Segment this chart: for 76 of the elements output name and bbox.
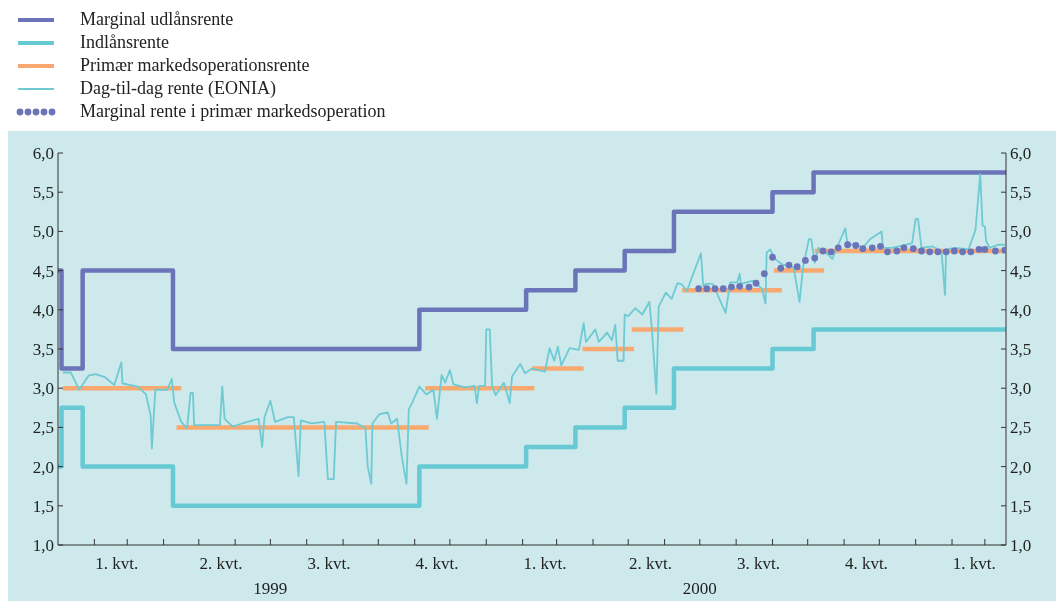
y-tick-label: 1,5	[32, 496, 54, 516]
point	[719, 285, 727, 293]
y2-tick-label: 2,5	[1010, 418, 1032, 438]
point	[728, 283, 735, 291]
point	[900, 244, 908, 252]
y2-tick-label: 3,5	[1010, 340, 1032, 359]
point	[752, 279, 760, 287]
y-tick-label: 3,5	[32, 340, 54, 359]
point	[992, 247, 999, 255]
legend-label: Marginal rente i primær markedsoperation	[80, 101, 386, 122]
point	[852, 242, 860, 249]
x-tick-label: 1. kvt.	[952, 554, 996, 573]
point	[942, 248, 950, 256]
point	[703, 285, 711, 293]
y-tick-label: 4,5	[32, 261, 54, 281]
point	[695, 285, 702, 293]
y2-tick-label: 1,5	[1010, 496, 1032, 516]
x-tick-label: 2. kvt.	[629, 554, 672, 573]
y2-tick-label: 6,0	[1010, 144, 1032, 163]
x-tick-label: 3. kvt.	[307, 554, 351, 573]
x-tick-label: 4. kvt.	[844, 554, 888, 573]
x-tick-label: 2. kvt.	[199, 554, 243, 573]
point	[793, 263, 801, 271]
point	[868, 244, 876, 252]
y-tick-label: 2,0	[32, 457, 54, 477]
point	[777, 264, 785, 272]
point	[975, 246, 983, 253]
point	[745, 283, 753, 291]
y2-tick-label: 5,5	[1010, 183, 1032, 203]
y2-tick-label: 4,0	[1010, 300, 1032, 320]
point	[893, 247, 901, 255]
y2-tick-label: 1,0	[1010, 536, 1032, 555]
y-tick-label: 6,0	[32, 144, 54, 163]
point	[859, 245, 867, 253]
y2-tick-label: 2,0	[1010, 457, 1032, 477]
point	[959, 248, 966, 256]
line-series	[61, 173, 1006, 485]
point	[811, 254, 819, 262]
point	[967, 248, 975, 256]
y-tick-label: 5,5	[32, 183, 54, 203]
point	[827, 248, 835, 256]
point	[736, 282, 744, 290]
y-tick-label: 3,0	[32, 379, 54, 399]
point	[711, 285, 719, 293]
x-tick-label: 1. kvt.	[95, 554, 139, 573]
point	[926, 248, 934, 256]
y-tick-label: 4,0	[32, 300, 54, 320]
legend-label: Dag-til-dag rente (EONIA)	[80, 78, 276, 99]
point	[785, 261, 793, 269]
text: 2000	[682, 579, 717, 599]
point	[950, 247, 958, 255]
y2-tick-label: 3,0	[1010, 379, 1032, 399]
point	[877, 242, 884, 250]
legend-label: Marginal udlånsrente	[80, 9, 234, 30]
point	[884, 248, 891, 256]
point	[760, 270, 768, 278]
y-tick-label: 5,0	[32, 222, 54, 242]
x-tick-label: 1. kvt.	[523, 554, 567, 573]
legend-label: Indlånsrente	[80, 32, 169, 53]
point	[909, 245, 917, 253]
y2-tick-label: 4,5	[1010, 261, 1032, 281]
y-tick-label: 1,0	[32, 536, 54, 555]
point	[844, 241, 852, 249]
point	[934, 248, 942, 256]
x-tick-label: 4. kvt.	[415, 554, 459, 573]
point	[769, 253, 776, 261]
point	[819, 247, 827, 255]
x-tick-label: 3. kvt.	[736, 554, 780, 573]
legend-label: Primær markedsoperationsrente	[80, 55, 310, 76]
point	[918, 247, 925, 255]
point	[834, 244, 842, 252]
text: 1999	[253, 579, 288, 599]
point	[981, 246, 989, 253]
y2-tick-label: 5,0	[1010, 222, 1032, 242]
point	[801, 257, 809, 264]
y-tick-label: 2,5	[32, 418, 54, 438]
